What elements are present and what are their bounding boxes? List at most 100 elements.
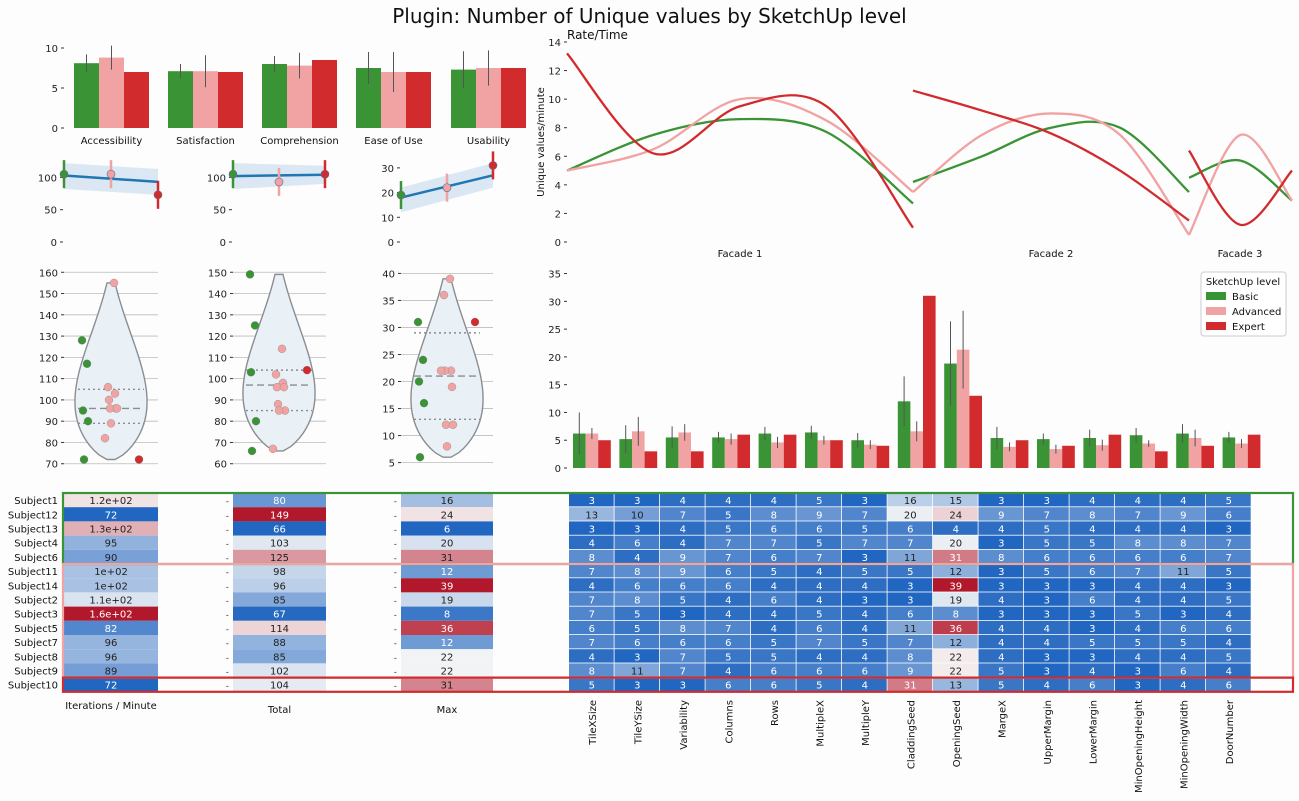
heatmap-summary-cell [401, 649, 493, 664]
heatmap-summary-value: 19 [441, 596, 454, 607]
violin-point [448, 420, 458, 429]
heatmap-cell [1206, 564, 1251, 578]
violin-body [74, 282, 148, 461]
heatmap-cell-value: 6 [1089, 553, 1095, 564]
heatmap-cell-value: 7 [1135, 567, 1141, 578]
heatmap-summary-value: 95 [105, 539, 118, 550]
heatmap-cell [705, 578, 751, 592]
param-bar [944, 363, 957, 468]
heatmap-summary-cell [233, 592, 326, 607]
violin-point [445, 274, 455, 283]
heatmap-cell [1206, 677, 1251, 691]
heatmap-column-label: DoorNumber [1225, 699, 1236, 764]
heatmap-cell-value: 8 [907, 652, 913, 663]
heatmap-cell-value: 3 [1089, 652, 1095, 663]
heatmap-tick: - [226, 582, 229, 592]
heatmap-cell-value: 7 [1044, 510, 1050, 521]
heatmap-summary-value: 31 [441, 681, 454, 692]
heatmap-cell-value: 4 [1135, 496, 1141, 507]
heatmap-group-frame [61, 676, 1295, 693]
violin-y-tick-label: 110 [208, 353, 227, 364]
heatmap-cell [751, 620, 796, 635]
heatmap-summary-cell [233, 493, 326, 508]
heatmap-summary-value: 39 [441, 581, 454, 592]
violin-point [251, 417, 261, 426]
heatmap-cell-value: 6 [771, 553, 777, 564]
heatmap-cell [1160, 592, 1206, 606]
heatmap-cell [842, 578, 887, 592]
heatmap-cell-value: 6 [725, 681, 731, 692]
heatmap-cell-value: 4 [725, 667, 731, 678]
heatmap-cell-value: 7 [589, 610, 595, 621]
param-bar [1201, 445, 1214, 468]
param-bar [737, 434, 750, 468]
heatmap-cell [978, 620, 1024, 635]
legend-label: Expert [1232, 322, 1265, 333]
param-y-tick-label: 25 [548, 325, 561, 336]
heatmap-cell-value: 3 [998, 567, 1004, 578]
ratings-y-tick-label: 0 [52, 124, 58, 135]
heatmap-cell [842, 549, 887, 564]
heatmap-summary-cell [401, 578, 493, 593]
heatmap-cell-value: 7 [1135, 510, 1141, 521]
heatmap-cell [751, 535, 796, 549]
heatmap-cell [796, 635, 842, 649]
heatmap-tick: - [226, 511, 229, 521]
heatmap-cell [705, 521, 751, 535]
heatmap-cell [842, 592, 887, 606]
violin-point [413, 317, 423, 327]
heatmap-cell-value: 39 [949, 581, 962, 592]
heatmap-cell [751, 606, 796, 620]
heatmap-cell [705, 493, 751, 507]
heatmap-cell-value: 31 [949, 553, 962, 564]
rate-y-tick-label: 4 [555, 181, 561, 192]
heatmap-cell-value: 8 [1135, 539, 1141, 550]
heatmap-cell-value: 20 [949, 539, 962, 550]
heatmap-cell [978, 606, 1024, 620]
heatmap-row-label: Subject8 [14, 652, 58, 663]
heatmap-cell-value: 4 [1135, 652, 1141, 663]
heatmap-cell-value: 4 [816, 652, 822, 663]
violin-y-tick-label: 140 [39, 311, 58, 322]
heatmap-cell-value: 6 [816, 667, 822, 678]
param-bar [712, 437, 725, 468]
heatmap-cell-value: 4 [998, 525, 1004, 536]
violin-point [268, 444, 278, 454]
violin-y-tick-label: 70 [214, 438, 227, 449]
heatmap-cell [614, 578, 660, 592]
param-bar [678, 432, 691, 468]
heatmap-tick: - [394, 653, 397, 663]
heatmap-cell [796, 549, 842, 564]
heatmap-cell-value: 5 [816, 496, 822, 507]
heatmap-cell-value: 24 [949, 510, 962, 521]
heatmap-summary-cell [401, 592, 493, 607]
heatmap-cell-value: 5 [1135, 610, 1141, 621]
heatmap-cell-value: 7 [862, 510, 868, 521]
heatmap-cell-value: 4 [589, 652, 595, 663]
heatmap-cell-value: 6 [634, 581, 640, 592]
heatmap-cell-value: 3 [634, 525, 640, 536]
param-bar [783, 434, 797, 468]
heatmap-cell [1069, 493, 1115, 507]
heatmap-summary-cell [401, 521, 493, 536]
heatmap-cell [887, 606, 933, 620]
param-bar [1188, 438, 1202, 468]
heatmap-cell-value: 5 [816, 681, 822, 692]
heatmap-cell-value: 5 [1089, 638, 1095, 649]
heatmap-column-label: MultipleX [815, 700, 826, 747]
rate-series-line [1188, 149, 1293, 227]
heatmap-cell-value: 6 [634, 539, 640, 550]
regression-point [228, 169, 238, 179]
violin-point [272, 382, 282, 392]
heatmap-cell-value: 3 [1044, 496, 1050, 507]
heatmap-cell [887, 578, 933, 592]
heatmap-cell [1206, 592, 1251, 606]
heatmap-cell-value: 6 [816, 525, 822, 536]
heatmap-cell-value: 6 [680, 581, 686, 592]
heatmap-cell-value: 6 [634, 638, 640, 649]
heatmap-cell [614, 564, 660, 578]
heatmap-cell-value: 5 [1044, 539, 1050, 550]
heatmap-summary-value: 85 [273, 596, 286, 607]
heatmap-summary-cell [233, 649, 326, 664]
heatmap-cell-value: 7 [1226, 539, 1232, 550]
